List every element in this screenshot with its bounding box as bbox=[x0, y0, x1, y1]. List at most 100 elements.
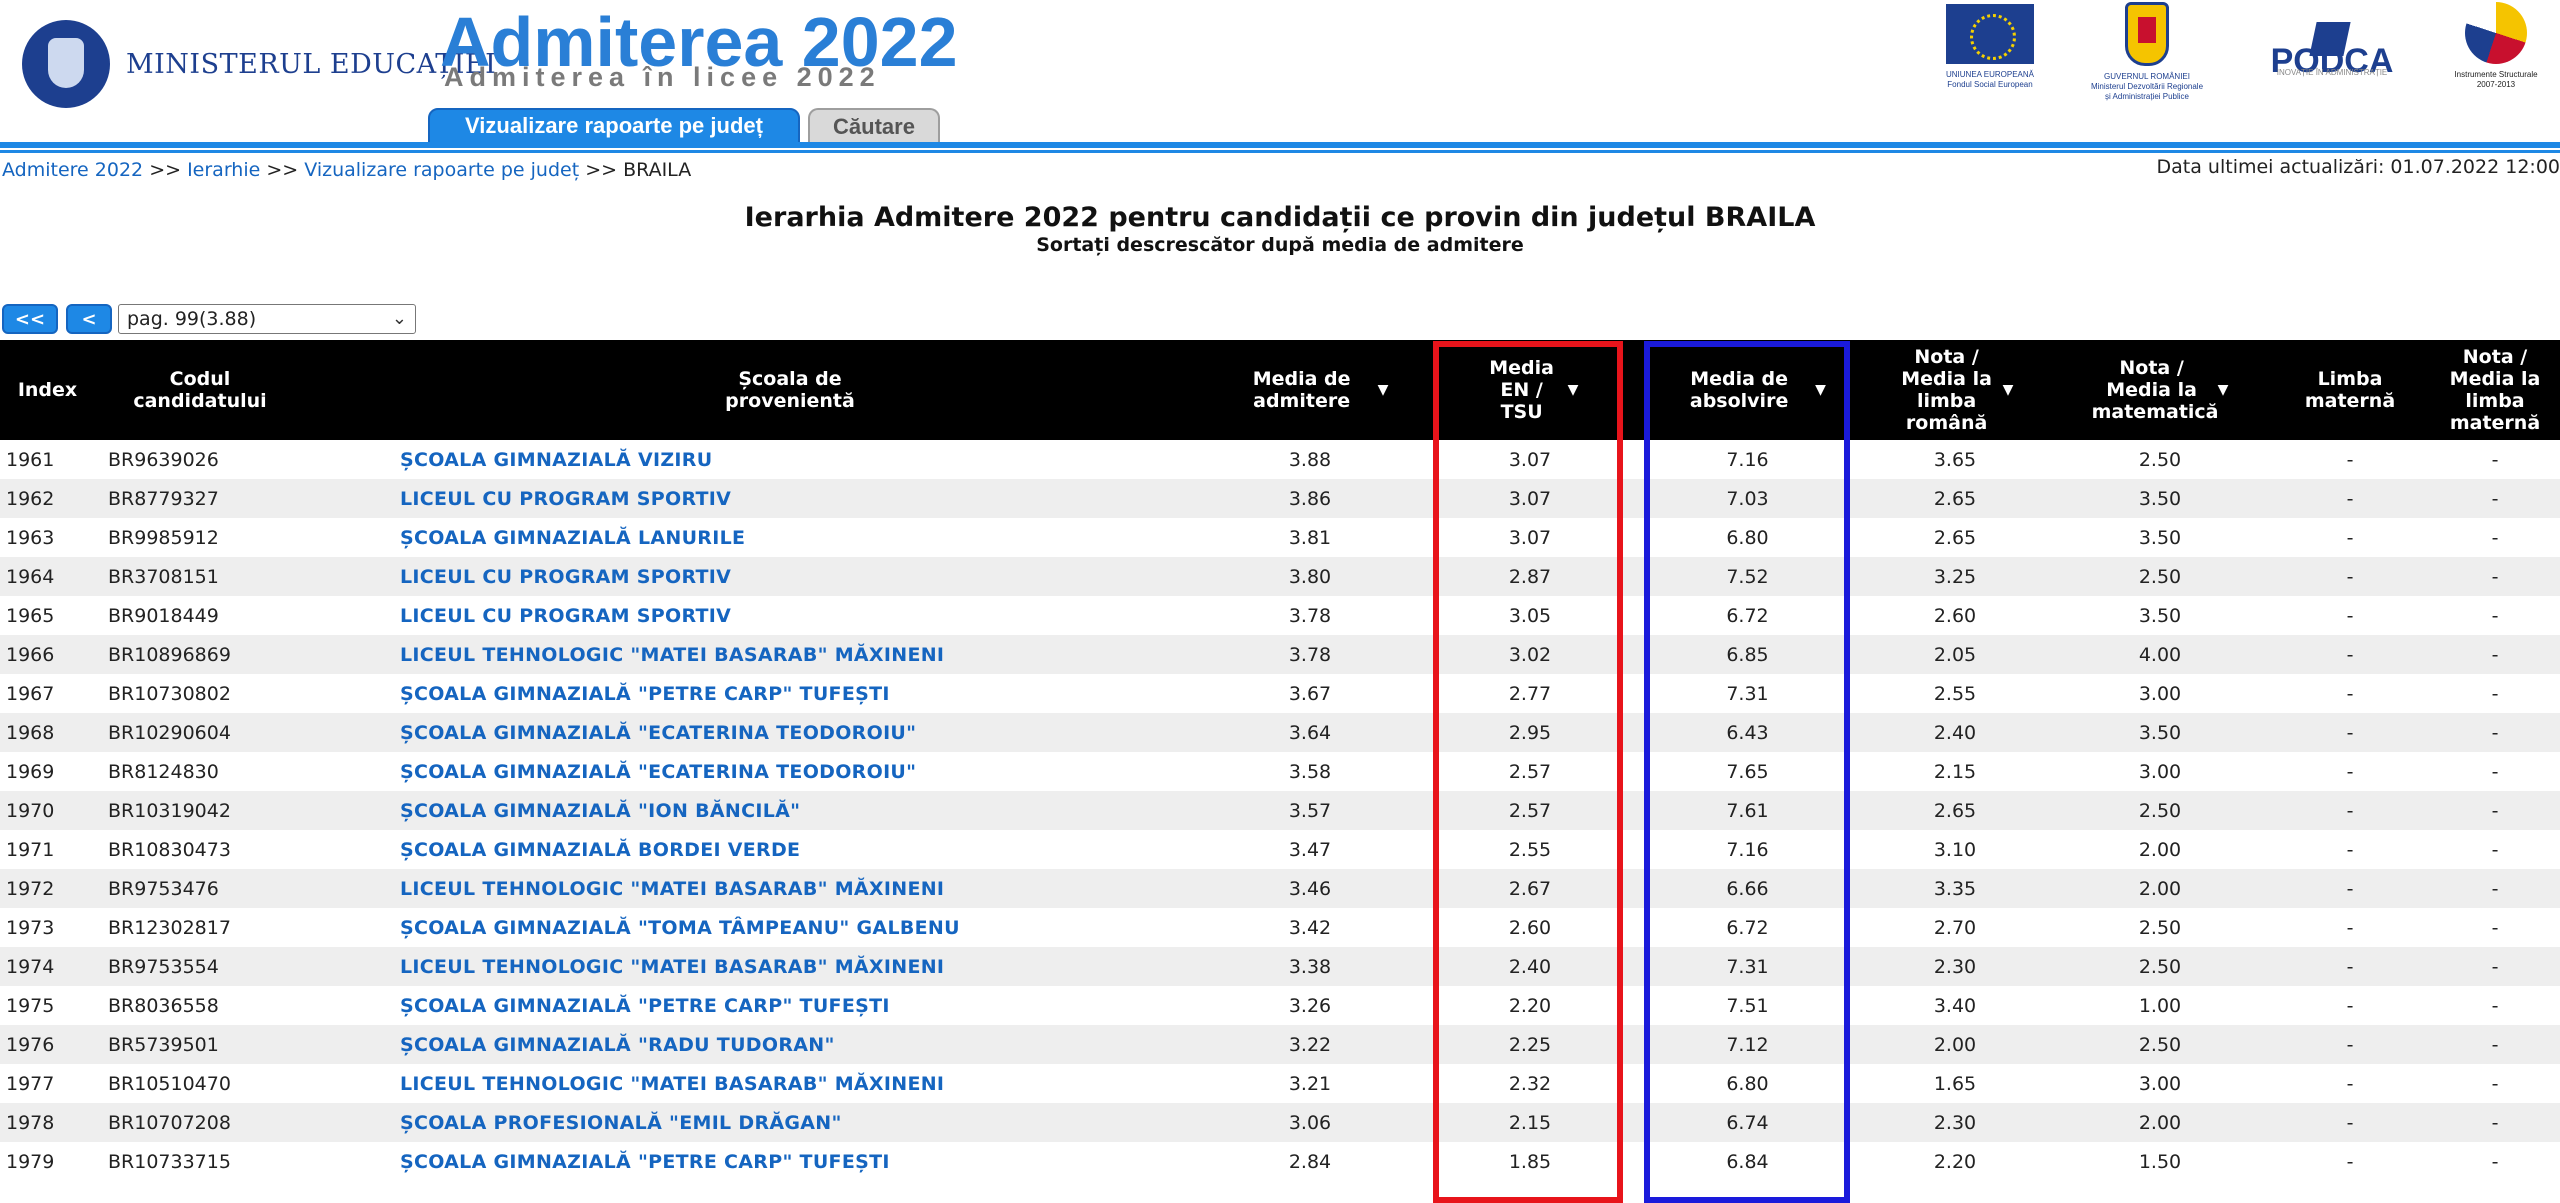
cell-graduation-average: 7.61 bbox=[1655, 791, 1840, 830]
previous-page-button[interactable]: < bbox=[66, 304, 112, 334]
cell-romanian-grade-value: 2.00 bbox=[1933, 1033, 1977, 1056]
school-link[interactable]: ȘCOALA GIMNAZIALĂ "PETRE CARP" TUFEȘTI bbox=[400, 1150, 890, 1173]
sort-arrow-icon: ▼ bbox=[1567, 382, 1579, 398]
cell-school: LICEUL CU PROGRAM SPORTIV bbox=[400, 479, 1200, 518]
cell-mother-tongue-value: - bbox=[2346, 682, 2354, 705]
cell-romanian-grade-value: 1.65 bbox=[1933, 1072, 1977, 1095]
cell-en-average-value: 3.07 bbox=[1508, 448, 1552, 471]
table-row: 1972 BR9753476 LICEUL TEHNOLOGIC "MATEI BA… bbox=[0, 869, 2560, 908]
breadcrumb-ierarhie[interactable]: Ierarhie bbox=[187, 159, 261, 181]
first-page-button[interactable]: << bbox=[2, 304, 58, 334]
cell-mother-tongue-grade-value: - bbox=[2491, 799, 2499, 822]
school-link[interactable]: ȘCOALA GIMNAZIALĂ VIZIRU bbox=[400, 448, 713, 471]
col-mother-tongue-grade: Nota / Media la limba maternă bbox=[2449, 346, 2541, 434]
table-header: Index Codul candidatului Școala de prove… bbox=[0, 340, 2560, 440]
cell-index: 1963 bbox=[6, 518, 96, 557]
table-row: 1973 BR12302817 ȘCOALA GIMNAZIALĂ "TOMA TÂ… bbox=[0, 908, 2560, 947]
eu-logo: UNIUNEA EUROPEANĂ Fondul Social European bbox=[1942, 4, 2038, 90]
col-admission-average[interactable]: Media de admitere ▼ bbox=[1220, 340, 1400, 440]
cell-en-average-value: 1.85 bbox=[1508, 1150, 1552, 1173]
gov-logo-subcaption-2: și Administrației Publice bbox=[2104, 92, 2190, 101]
cell-mother-tongue-grade-value: - bbox=[2491, 916, 2499, 939]
table-row: 1962 BR8779327 LICEUL CU PROGRAM SPORTIV 3.… bbox=[0, 479, 2560, 518]
cell-index: 1974 bbox=[6, 947, 96, 986]
cell-graduation-average-value: 7.12 bbox=[1726, 1033, 1769, 1056]
cell-math-grade-value: 2.50 bbox=[2138, 448, 2182, 471]
school-link[interactable]: LICEUL TEHNOLOGIC "MATEI BASARAB" MĂXINE… bbox=[400, 877, 945, 900]
cell-mother-tongue-grade: - bbox=[2435, 752, 2555, 791]
cell-math-grade: 2.50 bbox=[2060, 1025, 2260, 1064]
breadcrumb-separator: >> bbox=[266, 159, 299, 181]
page-select-value: pag. 99(3.88) bbox=[127, 308, 257, 330]
cell-graduation-average: 7.12 bbox=[1655, 1025, 1840, 1064]
cell-en-average: 1.85 bbox=[1440, 1142, 1620, 1181]
cell-en-average: 2.32 bbox=[1440, 1064, 1620, 1103]
cell-en-average-value: 2.55 bbox=[1508, 838, 1552, 861]
breadcrumb-county-reports[interactable]: Vizualizare rapoarte pe județ bbox=[304, 159, 580, 181]
col-graduation-average[interactable]: Media de absolvire ▼ bbox=[1655, 340, 1840, 440]
school-link[interactable]: LICEUL CU PROGRAM SPORTIV bbox=[400, 487, 732, 510]
school-link[interactable]: ȘCOALA GIMNAZIALĂ "ECATERINA TEODOROIU" bbox=[400, 760, 917, 783]
school-link[interactable]: ȘCOALA GIMNAZIALĂ "RADU TUDORAN" bbox=[400, 1033, 835, 1056]
school-link[interactable]: ȘCOALA GIMNAZIALĂ "PETRE CARP" TUFEȘTI bbox=[400, 994, 890, 1017]
breadcrumb-separator: >> bbox=[149, 159, 182, 181]
school-link[interactable]: ȘCOALA GIMNAZIALĂ BORDEI VERDE bbox=[400, 838, 801, 861]
cell-admission-average: 3.67 bbox=[1220, 674, 1400, 713]
tab-county-reports[interactable]: Vizualizare rapoarte pe județ bbox=[428, 108, 800, 144]
cell-math-grade-value: 3.00 bbox=[2138, 1072, 2182, 1095]
school-link[interactable]: ȘCOALA GIMNAZIALĂ LANURILE bbox=[400, 526, 746, 549]
cell-graduation-average-value: 6.84 bbox=[1726, 1150, 1769, 1173]
cell-mother-tongue-value: - bbox=[2346, 526, 2354, 549]
cell-mother-tongue-value: - bbox=[2346, 721, 2354, 744]
cell-en-average-value: 3.02 bbox=[1508, 643, 1552, 666]
school-link[interactable]: LICEUL TEHNOLOGIC "MATEI BASARAB" MĂXINE… bbox=[400, 955, 945, 978]
cell-mother-tongue-value: - bbox=[2346, 799, 2354, 822]
cell-en-average-value: 3.07 bbox=[1508, 526, 1552, 549]
cell-mother-tongue-grade-value: - bbox=[2491, 565, 2499, 588]
cell-graduation-average: 6.80 bbox=[1655, 518, 1840, 557]
tabs-underline bbox=[0, 142, 2560, 148]
school-link[interactable]: ȘCOALA GIMNAZIALĂ "PETRE CARP" TUFEȘTI bbox=[400, 682, 890, 705]
cell-math-grade: 1.00 bbox=[2060, 986, 2260, 1025]
cell-graduation-average: 6.84 bbox=[1655, 1142, 1840, 1181]
school-link[interactable]: LICEUL CU PROGRAM SPORTIV bbox=[400, 604, 732, 627]
cell-graduation-average-value: 6.66 bbox=[1726, 877, 1769, 900]
cell-school: LICEUL TEHNOLOGIC "MATEI BASARAB" MĂXINE… bbox=[400, 1064, 1200, 1103]
school-link[interactable]: ȘCOALA GIMNAZIALĂ "TOMA TÂMPEANU" GALBEN… bbox=[400, 916, 960, 939]
cell-romanian-grade-value: 2.05 bbox=[1933, 643, 1977, 666]
page-select[interactable]: pag. 99(3.88) ⌄ bbox=[118, 304, 416, 334]
cell-graduation-average: 7.31 bbox=[1655, 674, 1840, 713]
table-row: 1977 BR10510470 LICEUL TEHNOLOGIC "MATEI B… bbox=[0, 1064, 2560, 1103]
cell-candidate-code: BR9753554 bbox=[108, 947, 308, 986]
cell-school: ȘCOALA GIMNAZIALĂ "PETRE CARP" TUFEȘTI bbox=[400, 1142, 1200, 1181]
cell-admission-average: 3.81 bbox=[1220, 518, 1400, 557]
cell-admission-average-value: 3.78 bbox=[1288, 643, 1332, 666]
col-romanian-grade[interactable]: Nota / Media la limba română ▼ bbox=[1870, 340, 2040, 440]
school-link[interactable]: ȘCOALA GIMNAZIALĂ "ECATERINA TEODOROIU" bbox=[400, 721, 917, 744]
cell-mother-tongue: - bbox=[2280, 947, 2420, 986]
cell-mother-tongue-grade: - bbox=[2435, 869, 2555, 908]
school-link[interactable]: ȘCOALA GIMNAZIALĂ "ION BĂNCILĂ" bbox=[400, 799, 801, 822]
cell-admission-average-value: 3.81 bbox=[1288, 526, 1332, 549]
cell-math-grade: 2.50 bbox=[2060, 557, 2260, 596]
school-link[interactable]: LICEUL TEHNOLOGIC "MATEI BASARAB" MĂXINE… bbox=[400, 643, 945, 666]
tab-search[interactable]: Căutare bbox=[808, 108, 940, 144]
cell-en-average: 2.57 bbox=[1440, 752, 1620, 791]
cell-en-average: 2.95 bbox=[1440, 713, 1620, 752]
cell-romanian-grade-value: 2.65 bbox=[1933, 799, 1977, 822]
cell-graduation-average: 6.85 bbox=[1655, 635, 1840, 674]
cell-mother-tongue: - bbox=[2280, 518, 2420, 557]
table-row: 1963 BR9985912 ȘCOALA GIMNAZIALĂ LANURILE 3… bbox=[0, 518, 2560, 557]
ministry-logo[interactable]: MINISTERUL EDUCAȚIEI bbox=[22, 20, 496, 108]
cell-index-value: 1966 bbox=[6, 643, 55, 666]
col-en-average[interactable]: Media EN / TSU ▼ bbox=[1440, 340, 1620, 440]
col-math-grade[interactable]: Nota / Media la matematică ▼ bbox=[2060, 340, 2260, 440]
cell-index: 1975 bbox=[6, 986, 96, 1025]
breadcrumb-admitere[interactable]: Admitere 2022 bbox=[2, 159, 144, 181]
cell-mother-tongue-value: - bbox=[2346, 916, 2354, 939]
cell-mother-tongue: - bbox=[2280, 440, 2420, 479]
cell-candidate-code-value: BR9018449 bbox=[108, 604, 219, 627]
school-link[interactable]: LICEUL CU PROGRAM SPORTIV bbox=[400, 565, 732, 588]
school-link[interactable]: ȘCOALA PROFESIONALĂ "EMIL DRĂGAN" bbox=[400, 1111, 842, 1134]
school-link[interactable]: LICEUL TEHNOLOGIC "MATEI BASARAB" MĂXINE… bbox=[400, 1072, 945, 1095]
